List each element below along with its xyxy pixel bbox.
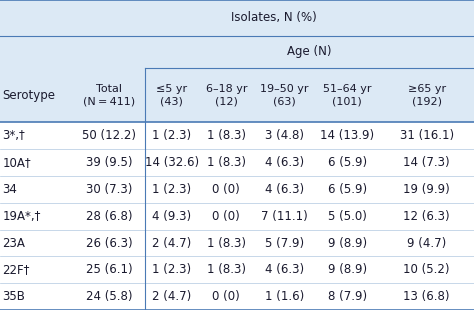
Text: 10 (5.2): 10 (5.2) bbox=[403, 263, 450, 276]
Text: 14 (13.9): 14 (13.9) bbox=[320, 129, 374, 142]
Text: 19 (9.9): 19 (9.9) bbox=[403, 183, 450, 196]
Text: 4 (6.3): 4 (6.3) bbox=[265, 183, 304, 196]
Text: 14 (32.6): 14 (32.6) bbox=[145, 156, 199, 169]
Text: Serotype: Serotype bbox=[2, 89, 55, 102]
Text: 39 (9.5): 39 (9.5) bbox=[86, 156, 132, 169]
Text: 6 (5.9): 6 (5.9) bbox=[328, 183, 367, 196]
Text: 35B: 35B bbox=[2, 290, 25, 303]
Text: 24 (5.8): 24 (5.8) bbox=[86, 290, 132, 303]
Text: 28 (6.8): 28 (6.8) bbox=[86, 210, 132, 223]
Text: 12 (6.3): 12 (6.3) bbox=[403, 210, 450, 223]
Text: 51–64 yr
(101): 51–64 yr (101) bbox=[323, 84, 372, 107]
Text: 34: 34 bbox=[2, 183, 17, 196]
Text: 1 (8.3): 1 (8.3) bbox=[207, 263, 246, 276]
Text: 4 (9.3): 4 (9.3) bbox=[152, 210, 191, 223]
Text: 13 (6.8): 13 (6.8) bbox=[403, 290, 450, 303]
Text: 1 (8.3): 1 (8.3) bbox=[207, 129, 246, 142]
Text: 6–18 yr
(12): 6–18 yr (12) bbox=[206, 84, 247, 107]
Text: 9 (8.9): 9 (8.9) bbox=[328, 263, 367, 276]
Text: 31 (16.1): 31 (16.1) bbox=[400, 129, 454, 142]
Text: ≥65 yr
(192): ≥65 yr (192) bbox=[408, 84, 446, 107]
Text: 5 (5.0): 5 (5.0) bbox=[328, 210, 367, 223]
Text: ≤5 yr
(43): ≤5 yr (43) bbox=[156, 84, 187, 107]
Text: Age (N): Age (N) bbox=[287, 46, 331, 58]
Text: 25 (6.1): 25 (6.1) bbox=[86, 263, 132, 276]
Text: 1 (1.6): 1 (1.6) bbox=[265, 290, 304, 303]
Bar bbox=[0, 68, 474, 122]
Text: 0 (0): 0 (0) bbox=[212, 210, 240, 223]
Text: 23A: 23A bbox=[2, 237, 25, 250]
Text: 30 (7.3): 30 (7.3) bbox=[86, 183, 132, 196]
Text: 19A*,†: 19A*,† bbox=[2, 210, 41, 223]
Text: 5 (7.9): 5 (7.9) bbox=[265, 237, 304, 250]
Text: Isolates, N (%): Isolates, N (%) bbox=[231, 11, 317, 24]
Text: Total
(N = 411): Total (N = 411) bbox=[83, 84, 135, 107]
Text: 3*,†: 3*,† bbox=[2, 129, 25, 142]
Text: 3 (4.8): 3 (4.8) bbox=[265, 129, 304, 142]
Text: 10A†: 10A† bbox=[2, 156, 31, 169]
Text: 4 (6.3): 4 (6.3) bbox=[265, 263, 304, 276]
Bar bbox=[0, 0, 474, 36]
Text: 2 (4.7): 2 (4.7) bbox=[152, 237, 191, 250]
Text: 0 (0): 0 (0) bbox=[212, 290, 240, 303]
Text: 7 (11.1): 7 (11.1) bbox=[261, 210, 308, 223]
Text: 1 (2.3): 1 (2.3) bbox=[152, 263, 191, 276]
Text: 19–50 yr
(63): 19–50 yr (63) bbox=[260, 84, 309, 107]
Text: 50 (12.2): 50 (12.2) bbox=[82, 129, 136, 142]
Text: 8 (7.9): 8 (7.9) bbox=[328, 290, 367, 303]
Text: 14 (7.3): 14 (7.3) bbox=[403, 156, 450, 169]
Text: 1 (8.3): 1 (8.3) bbox=[207, 156, 246, 169]
Text: 0 (0): 0 (0) bbox=[212, 183, 240, 196]
Text: 22F†: 22F† bbox=[2, 263, 30, 276]
Bar bbox=[0, 36, 474, 68]
Text: 6 (5.9): 6 (5.9) bbox=[328, 156, 367, 169]
Text: 1 (8.3): 1 (8.3) bbox=[207, 237, 246, 250]
Text: 9 (8.9): 9 (8.9) bbox=[328, 237, 367, 250]
Text: 4 (6.3): 4 (6.3) bbox=[265, 156, 304, 169]
Text: 9 (4.7): 9 (4.7) bbox=[407, 237, 446, 250]
Text: 1 (2.3): 1 (2.3) bbox=[152, 129, 191, 142]
Text: 1 (2.3): 1 (2.3) bbox=[152, 183, 191, 196]
Text: 26 (6.3): 26 (6.3) bbox=[86, 237, 132, 250]
Text: 2 (4.7): 2 (4.7) bbox=[152, 290, 191, 303]
